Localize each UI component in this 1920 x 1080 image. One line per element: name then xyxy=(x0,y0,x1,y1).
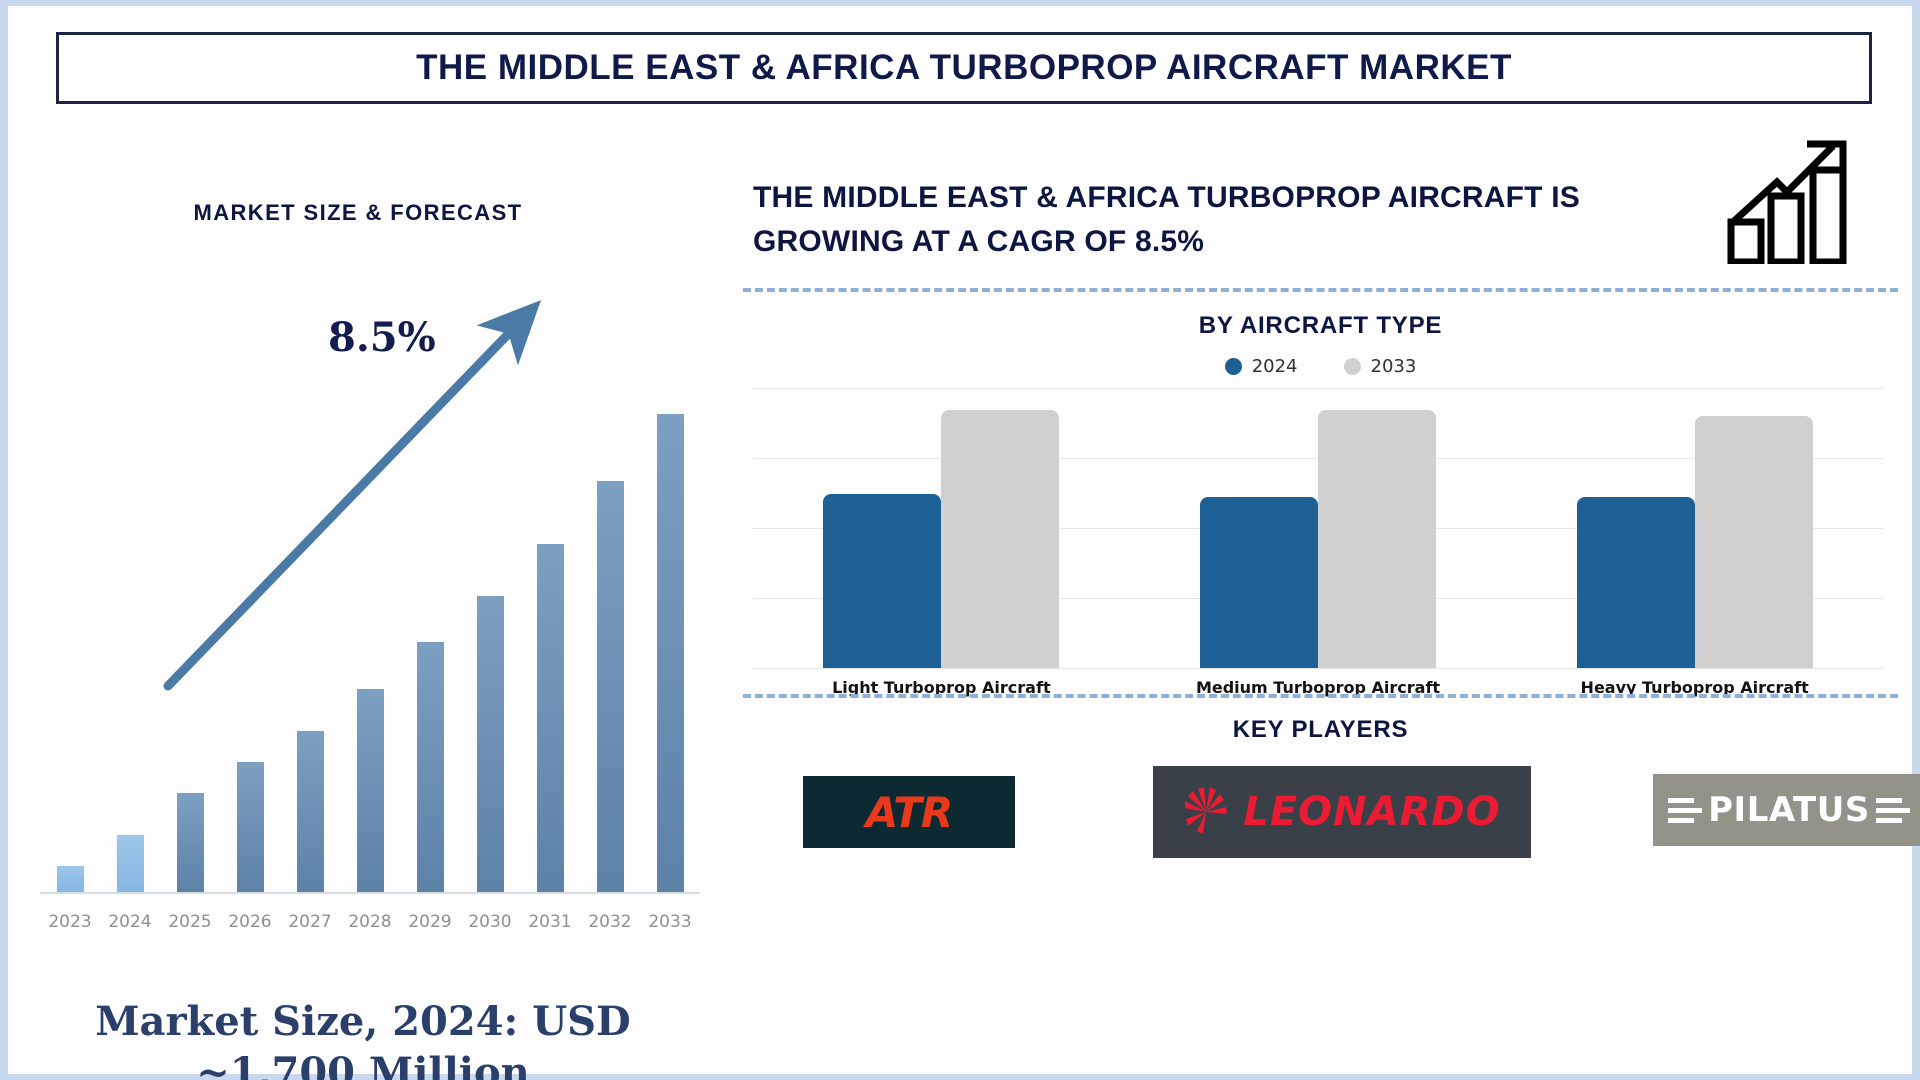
legend-dot-icon xyxy=(1224,358,1242,375)
bar-light-2024 xyxy=(823,494,942,668)
bar-2029 xyxy=(416,642,444,892)
bar-light-2033 xyxy=(941,410,1060,668)
bar-2026 xyxy=(236,762,264,892)
divider-bottom xyxy=(743,694,1898,698)
bar-2028 xyxy=(356,689,384,892)
page-title: THE MIDDLE EAST & AFRICA TURBOPROP AIRCR… xyxy=(416,48,1512,87)
bar-cell xyxy=(400,372,460,892)
by-aircraft-type-chart xyxy=(753,388,1883,669)
bar-2031 xyxy=(536,543,564,892)
bar-heavy-2033 xyxy=(1694,416,1813,668)
group-light-turboprop xyxy=(753,388,1130,668)
market-size-line-2: ~1,700 Million xyxy=(196,1049,530,1080)
cagr-headline-block: THE MIDDLE EAST & AFRICA TURBOPROP AIRCR… xyxy=(753,176,1693,263)
bar-medium-2024 xyxy=(1200,497,1318,668)
market-size-value: Market Size, 2024: USD ~1,700 Million xyxy=(18,996,708,1080)
logo-pilatus: PILATUS xyxy=(1653,774,1920,846)
grouped-bars xyxy=(753,388,1883,668)
title-box: THE MIDDLE EAST & AFRICA TURBOPROP AIRCR… xyxy=(56,32,1872,104)
group-medium-turboprop xyxy=(1130,388,1507,668)
bar-2023 xyxy=(56,866,84,892)
x-tick: 2023 xyxy=(48,912,92,932)
legend-item-2024: 2024 xyxy=(1224,356,1298,377)
pilatus-wing-left-icon xyxy=(1668,797,1703,823)
forecast-bars xyxy=(40,372,700,892)
x-tick: 2028 xyxy=(348,912,392,932)
leonardo-burst-icon xyxy=(1185,787,1228,834)
logo-atr-text: ATR xyxy=(865,787,953,837)
category-label-heavy: Heavy Turboprop Aircraft xyxy=(1580,678,1809,697)
bar-cell xyxy=(160,372,220,892)
x-tick: 2024 xyxy=(108,912,152,932)
market-size-line-1: Market Size, 2024: USD xyxy=(95,998,631,1045)
x-tick: 2033 xyxy=(648,912,692,932)
x-tick: 2030 xyxy=(468,912,512,932)
bar-cell xyxy=(220,372,280,892)
group-heavy-turboprop xyxy=(1506,388,1883,668)
bar-cell xyxy=(340,372,400,892)
logo-atr: ATR xyxy=(803,776,1015,848)
bar-2030 xyxy=(476,595,504,892)
market-size-forecast-chart: 8.5% xyxy=(28,266,718,966)
legend-dot-icon xyxy=(1343,358,1361,375)
key-players-logos: ATR xyxy=(743,766,1920,876)
growth-bar-arrow-icon xyxy=(1727,140,1847,264)
cagr-headline: THE MIDDLE EAST & AFRICA TURBOPROP AIRCR… xyxy=(753,181,1580,258)
category-label-medium: Medium Turboprop Aircraft xyxy=(1195,678,1441,697)
bar-cell xyxy=(640,372,700,892)
bar-2032 xyxy=(596,481,624,892)
legend-item-2033: 2033 xyxy=(1343,356,1417,377)
page-surface: THE MIDDLE EAST & AFRICA TURBOPROP AIRCR… xyxy=(8,6,1920,1080)
logo-pilatus-text: PILATUS xyxy=(1708,790,1870,830)
cagr-callout-label: 8.5% xyxy=(328,314,436,361)
bar-cell xyxy=(40,372,100,892)
category-labels: Light Turboprop Aircraft Medium Turbopro… xyxy=(753,678,1883,697)
x-tick: 2025 xyxy=(168,912,212,932)
x-axis-line xyxy=(40,892,700,894)
x-tick: 2032 xyxy=(588,912,632,932)
bar-2027 xyxy=(296,730,324,892)
category-label-light: Light Turboprop Aircraft xyxy=(832,678,1051,697)
right-panel: THE MIDDLE EAST & AFRICA TURBOPROP AIRCR… xyxy=(743,116,1920,1056)
chart-legend: 2024 2033 xyxy=(743,356,1898,377)
pilatus-wing-right-icon xyxy=(1875,797,1910,823)
x-tick: 2027 xyxy=(288,912,332,932)
bar-cell xyxy=(100,372,160,892)
bar-cell xyxy=(580,372,640,892)
logo-leonardo: LEONARDO xyxy=(1153,766,1531,858)
x-tick: 2029 xyxy=(408,912,452,932)
divider-top xyxy=(743,288,1898,292)
x-axis-tick-labels: 2023 2024 2025 2026 2027 2028 2029 2030 … xyxy=(40,912,700,932)
key-players-title: KEY PLAYERS xyxy=(1232,716,1409,743)
market-size-heading: MARKET SIZE & FORECAST xyxy=(193,200,523,225)
bar-2033 xyxy=(656,413,684,892)
bar-medium-2033 xyxy=(1318,410,1436,668)
market-size-panel: MARKET SIZE & FORECAST 8.5% xyxy=(8,116,728,1080)
bar-2024 xyxy=(116,834,144,892)
logo-leonardo-text: LEONARDO xyxy=(1243,789,1501,835)
bar-cell xyxy=(280,372,340,892)
bar-cell xyxy=(520,372,580,892)
x-tick: 2031 xyxy=(528,912,572,932)
bar-heavy-2024 xyxy=(1576,497,1695,668)
legend-label: 2024 xyxy=(1251,356,1298,377)
legend-label: 2033 xyxy=(1370,356,1417,377)
x-tick: 2026 xyxy=(228,912,272,932)
by-aircraft-type-title: BY AIRCRAFT TYPE xyxy=(1198,312,1443,339)
bar-cell xyxy=(460,372,520,892)
bar-2025 xyxy=(176,793,204,892)
